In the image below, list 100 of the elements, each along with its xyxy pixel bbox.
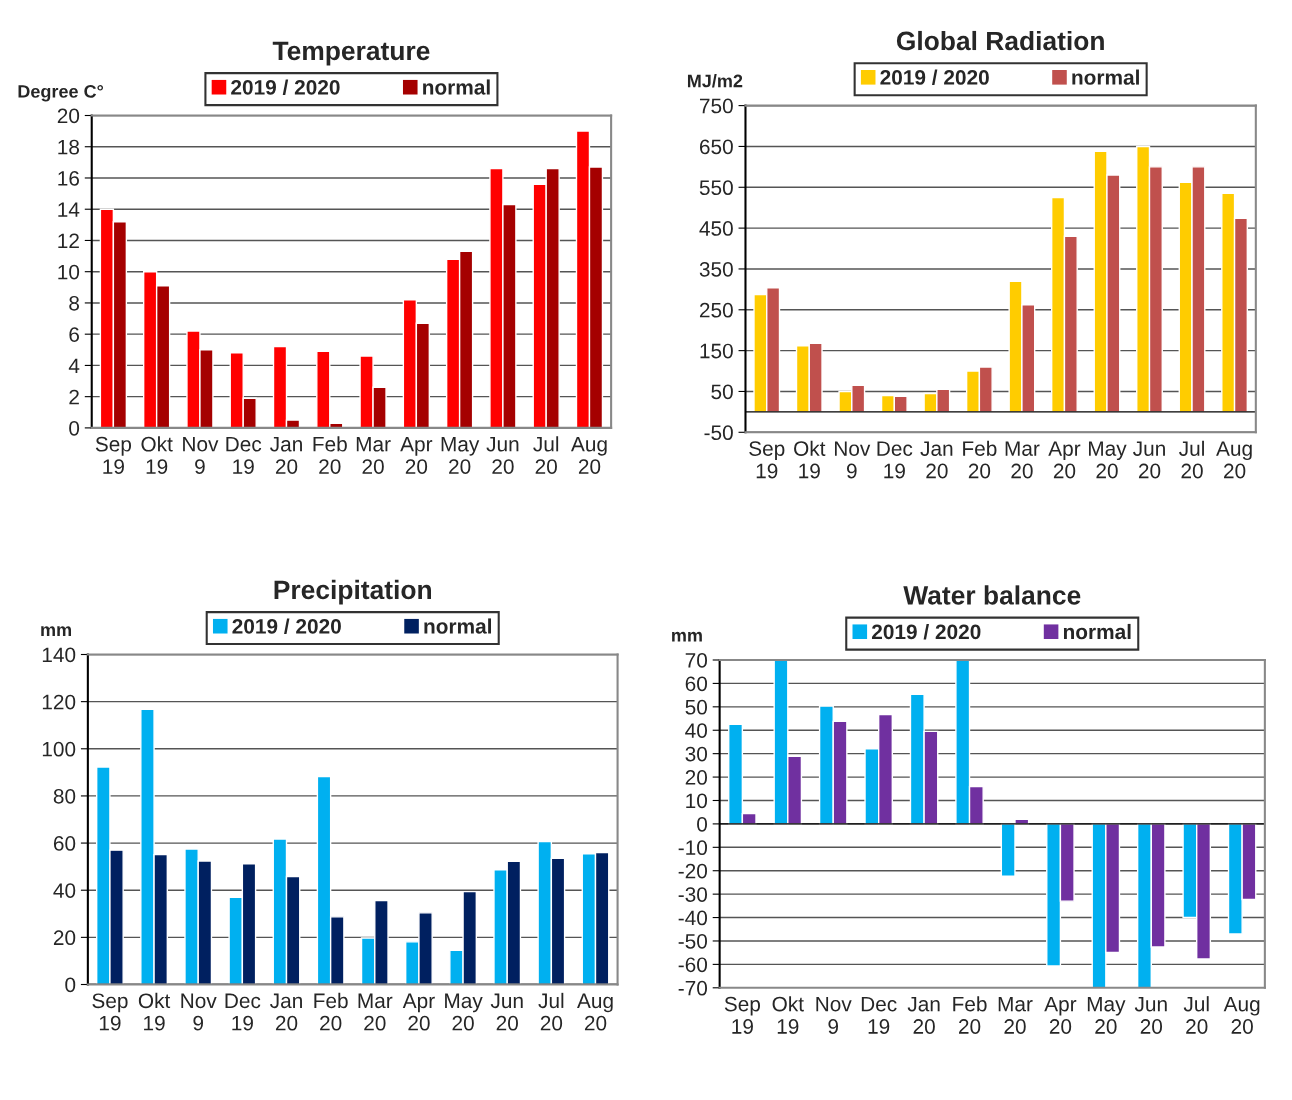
- y-tick-label: -30: [678, 887, 708, 902]
- x-tick-label: Jun 20: [1134, 996, 1167, 1034]
- x-tick-label: Okt 19: [138, 992, 171, 1031]
- x-tick-label: May 20: [1087, 996, 1126, 1034]
- x-tick-label: Jun 20: [1133, 441, 1165, 479]
- x-tick-label: Dec 19: [225, 993, 261, 1031]
- y-tick-label: -70: [678, 980, 708, 996]
- x-tick-label: Okt 19: [794, 440, 826, 479]
- x-tick-label: Nov 9: [816, 996, 852, 1034]
- x-tick-label: Aug 20: [1216, 441, 1252, 479]
- bar: [1000, 823, 1016, 877]
- y-tick-label: 70: [685, 653, 708, 668]
- x-tick-label: Feb 20: [953, 996, 987, 1034]
- legend-label: normal: [1072, 69, 1139, 85]
- x-tick-label: Sep 19: [724, 996, 761, 1034]
- x-tick-label: Mar 20: [1005, 441, 1040, 479]
- legend-label: 2019 / 2020: [880, 69, 989, 86]
- y-tick-label: 14: [58, 202, 80, 217]
- legend-label: 2019 / 2020: [231, 79, 340, 95]
- x-tick-label: Jul 20: [533, 436, 559, 474]
- y-tick-label: 150: [700, 343, 733, 359]
- y-tick-label: 80: [53, 788, 76, 804]
- y-tick-label: 12: [58, 233, 79, 249]
- x-tick-label: Apr 20: [402, 993, 435, 1031]
- y-tick-label: 60: [685, 676, 708, 692]
- y-tick-label: 4: [68, 358, 80, 373]
- y-tick-label: 650: [699, 139, 733, 155]
- x-tick-label: Jul 20: [1183, 996, 1209, 1034]
- x-tick-label: Nov 9: [181, 993, 217, 1031]
- x-tick-label: Nov 9: [183, 437, 219, 474]
- y-tick-label: 20: [53, 930, 76, 946]
- x-tick-label: Mar 20: [998, 996, 1033, 1034]
- y-tick-label: -50: [704, 425, 733, 441]
- y-tick-label: 10: [58, 264, 80, 280]
- y-tick-label: 50: [685, 699, 708, 715]
- x-tick-label: Okt 19: [141, 436, 173, 474]
- y-tick-label: 6: [69, 327, 80, 342]
- x-tick-label: May 20: [1089, 441, 1127, 479]
- y-tick-label: 50: [711, 384, 733, 400]
- x-tick-label: Mar 20: [358, 993, 393, 1031]
- x-tick-label: Jul 20: [1179, 440, 1204, 479]
- chart-title: Global Radiation: [896, 30, 1104, 51]
- x-tick-label: May 20: [441, 437, 480, 474]
- y-tick-label: -60: [678, 957, 708, 973]
- legend-label: 2019 / 2020: [871, 623, 981, 640]
- x-tick-label: Dec 19: [877, 441, 913, 479]
- x-tick-label: Aug 20: [577, 993, 613, 1031]
- x-tick-label: Jul 20: [538, 992, 564, 1031]
- y-tick-label: 550: [699, 180, 733, 196]
- x-tick-label: Feb 20: [314, 992, 348, 1031]
- y-tick-label: 60: [53, 836, 76, 851]
- x-tick-label: Dec 19: [226, 437, 262, 474]
- y-tick-label: 8: [69, 295, 80, 311]
- x-tick-label: Jun 20: [486, 437, 519, 474]
- x-tick-label: Okt 19: [772, 996, 804, 1034]
- y-tick-label: 0: [65, 977, 76, 993]
- x-tick-label: Mar 20: [356, 437, 391, 474]
- y-tick-label: -20: [678, 863, 708, 879]
- x-tick-label: Aug 20: [1223, 996, 1260, 1034]
- y-tick-label: 2: [69, 389, 79, 405]
- x-tick-label: Apr 20: [400, 437, 433, 474]
- y-tick-label: 100: [42, 741, 76, 757]
- x-tick-label: Aug 20: [570, 437, 607, 474]
- x-tick-label: Apr 20: [1044, 996, 1077, 1034]
- y-tick-label: 350: [699, 261, 733, 277]
- y-tick-label: -50: [678, 933, 708, 949]
- x-tick-label: Nov 9: [834, 441, 871, 479]
- y-axis-title: MJ/m2: [687, 74, 743, 88]
- y-tick-label: 120: [42, 694, 76, 710]
- x-tick-label: Jan 20: [920, 441, 953, 479]
- y-tick-label: 750: [699, 98, 733, 114]
- y-tick-label: 0: [69, 420, 80, 436]
- legend-label: 2019 / 2020: [232, 618, 341, 634]
- y-axis-title: mm: [672, 631, 702, 642]
- y-tick-label: 450: [699, 221, 733, 236]
- y-tick-label: 20: [685, 770, 708, 785]
- y-tick-label: 18: [58, 139, 80, 155]
- y-tick-label: 140: [42, 647, 76, 663]
- y-tick-label: 20: [57, 108, 80, 124]
- x-tick-label: May 20: [445, 993, 483, 1031]
- y-axis-title: mm: [41, 626, 72, 636]
- legend-label: normal: [1063, 623, 1131, 640]
- y-tick-label: -40: [678, 910, 708, 926]
- legend-label: normal: [424, 618, 491, 634]
- x-tick-label: Jan 20: [270, 993, 302, 1031]
- y-tick-label: 40: [53, 883, 76, 898]
- chart-title: Precipitation: [274, 579, 431, 605]
- x-tick-label: Jan 20: [907, 996, 940, 1034]
- x-tick-label: Jan 20: [270, 437, 302, 474]
- chart-title: Water balance: [903, 585, 1081, 605]
- y-tick-label: 250: [699, 302, 733, 318]
- x-tick-label: Dec 19: [861, 996, 897, 1034]
- x-tick-label: Sep 19: [749, 441, 785, 479]
- y-tick-label: 40: [685, 723, 708, 738]
- y-tick-label: 30: [685, 746, 708, 762]
- x-tick-label: Sep 19: [95, 436, 132, 474]
- x-tick-label: Jun 20: [490, 993, 523, 1031]
- x-tick-label: Feb 20: [963, 440, 997, 479]
- x-tick-label: Sep 19: [92, 993, 128, 1031]
- x-tick-label: Feb 20: [313, 436, 347, 474]
